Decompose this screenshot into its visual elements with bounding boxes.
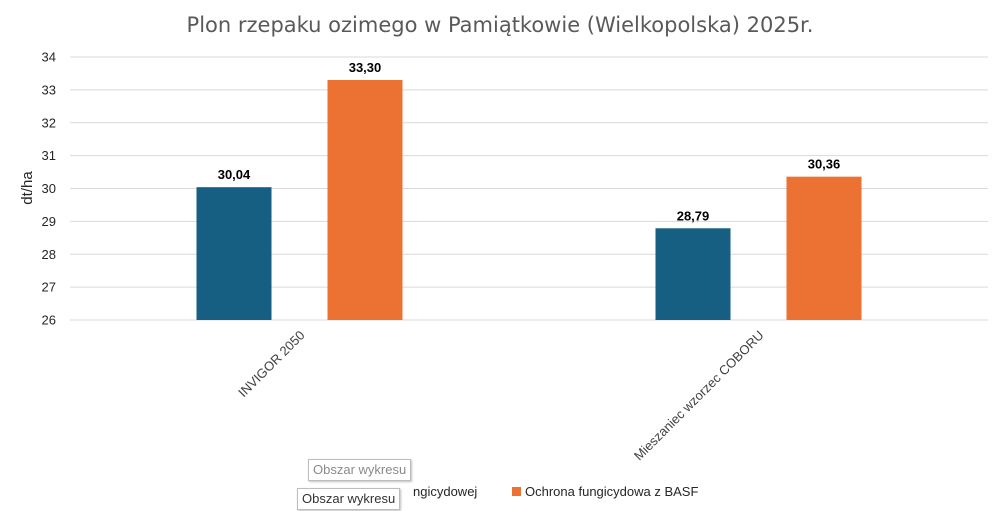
category-label: INVIGOR 2050 <box>235 328 307 400</box>
bar-no-protection <box>655 228 731 320</box>
category-label: Mieszaniec wzorzec COBORU <box>631 328 767 464</box>
data-label: 33,30 <box>349 60 382 75</box>
bars <box>196 80 862 320</box>
legend-label: Ochrona fungicydowa z BASF <box>525 484 698 499</box>
chart-area-tooltip: Obszar wykresu <box>308 459 412 481</box>
data-label: 30,36 <box>808 157 841 172</box>
bar-no-protection <box>196 187 272 320</box>
bar-basf-protection <box>786 176 862 320</box>
data-label: 30,04 <box>218 167 251 182</box>
legend: ngicydowej Ochrona fungicydowa z BASF <box>413 484 698 499</box>
y-axis-label: dt/ha <box>19 171 36 205</box>
y-tick-label: 31 <box>42 148 56 163</box>
y-tick-label: 32 <box>42 115 56 130</box>
y-tick-label: 33 <box>42 82 56 97</box>
data-labels: 30,04 33,30 28,79 30,36 <box>218 60 841 223</box>
y-tick-label: 34 <box>42 50 56 65</box>
legend-label: ngicydowej <box>413 484 477 499</box>
y-tick-label: 27 <box>42 280 56 295</box>
y-tick-label: 28 <box>42 247 56 262</box>
y-tick-label: 30 <box>42 181 56 196</box>
legend-swatch <box>512 487 521 496</box>
y-axis-ticks: 26 27 28 29 30 31 32 33 34 <box>42 50 56 328</box>
category-labels: INVIGOR 2050 Mieszaniec wzorzec COBORU <box>235 328 766 464</box>
y-tick-label: 29 <box>42 214 56 229</box>
y-tick-label: 26 <box>42 313 56 328</box>
chart-area-tooltip-secondary: Obszar wykresu <box>297 488 401 510</box>
data-label: 28,79 <box>677 208 710 223</box>
bar-basf-protection <box>327 80 403 320</box>
chart-title: Plon rzepaku ozimego w Pamiątkowie (Wiel… <box>187 13 814 37</box>
